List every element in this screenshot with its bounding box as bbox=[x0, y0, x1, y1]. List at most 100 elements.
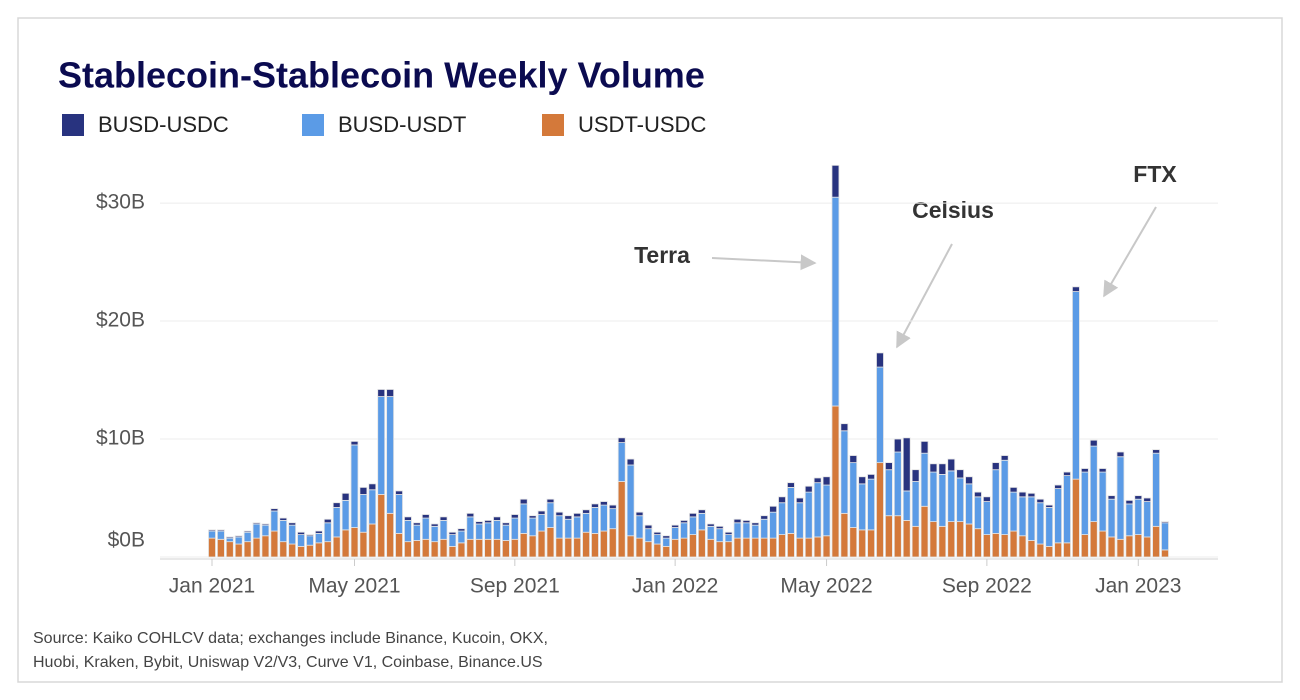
bar-segment bbox=[608, 508, 617, 530]
bar-segment bbox=[306, 535, 314, 546]
bar-segment bbox=[724, 541, 733, 558]
bar-segment bbox=[546, 527, 555, 558]
bar-segment bbox=[555, 515, 564, 539]
bar-segment bbox=[626, 458, 635, 466]
bar-segment bbox=[261, 535, 270, 558]
bar-segment bbox=[1143, 501, 1152, 538]
bar-segment bbox=[929, 521, 938, 558]
bar-segment bbox=[537, 514, 546, 532]
bar-segment bbox=[876, 366, 884, 464]
bar-segment bbox=[644, 524, 653, 530]
bar-segment bbox=[956, 469, 965, 479]
bar-segment bbox=[1080, 468, 1089, 473]
bar-segment bbox=[288, 543, 297, 558]
bar-segment bbox=[573, 516, 582, 539]
bar-segment bbox=[671, 538, 680, 558]
bar-segment bbox=[760, 537, 769, 558]
bar-segment bbox=[858, 483, 867, 531]
bar-segment bbox=[982, 534, 991, 558]
bar-segment bbox=[288, 524, 297, 545]
bar-segment bbox=[395, 533, 403, 558]
x-tick-label: Jan 2023 bbox=[1095, 575, 1181, 598]
bar-segment bbox=[377, 389, 386, 397]
bar-segment bbox=[323, 541, 332, 558]
bar-segment bbox=[537, 510, 546, 515]
bar-segment bbox=[404, 520, 412, 543]
bar-segment bbox=[1054, 542, 1063, 558]
bar-segment bbox=[439, 520, 448, 540]
annotation: FTX bbox=[1133, 161, 1177, 187]
bar-segment bbox=[484, 522, 493, 540]
bar-segment bbox=[1018, 535, 1027, 558]
bar-segment bbox=[368, 489, 377, 525]
bar-segment bbox=[502, 524, 510, 541]
bar-segment bbox=[341, 492, 350, 501]
bar-segment bbox=[662, 545, 671, 558]
bar-segment bbox=[608, 504, 617, 510]
bar-segment bbox=[1098, 468, 1107, 473]
bar-segment bbox=[991, 533, 1000, 558]
bar-segment bbox=[421, 514, 430, 519]
bar-segment bbox=[332, 536, 341, 558]
bar-segment bbox=[911, 481, 920, 527]
bar-segment bbox=[1152, 449, 1160, 454]
bar-segment bbox=[787, 486, 795, 534]
bar-segment bbox=[306, 534, 314, 537]
legend-label: USDT-USDC bbox=[578, 112, 706, 137]
card bbox=[17, 17, 1283, 683]
bar-segment bbox=[1143, 497, 1152, 502]
bar-segment bbox=[982, 496, 991, 502]
bar-segment bbox=[787, 533, 795, 558]
bar-segment bbox=[680, 537, 688, 558]
bar-segment bbox=[804, 491, 813, 539]
bar-segment bbox=[1045, 507, 1054, 547]
bar-segment bbox=[1018, 491, 1027, 498]
bar-segment bbox=[510, 514, 519, 519]
bar-segment bbox=[1027, 496, 1036, 541]
bar-segment bbox=[297, 531, 305, 535]
source-note: Huobi, Kraken, Bybit, Uniswap V2/V3, Cur… bbox=[33, 654, 543, 671]
bar-segment bbox=[822, 484, 831, 537]
bar-segment bbox=[573, 512, 582, 518]
bar-segment bbox=[208, 537, 216, 558]
bar-segment bbox=[225, 537, 234, 543]
bar-segment bbox=[884, 469, 893, 517]
bar-segment bbox=[813, 477, 822, 484]
bar-segment bbox=[697, 509, 706, 514]
bar-segment bbox=[813, 482, 822, 538]
bar-segment bbox=[795, 497, 804, 504]
bar-segment bbox=[795, 502, 804, 539]
bar-segment bbox=[279, 517, 288, 521]
bar-segment bbox=[982, 501, 991, 535]
bar-segment bbox=[653, 534, 662, 545]
bar-segment bbox=[261, 524, 270, 537]
annotation-arrow bbox=[1103, 206, 1157, 298]
bar-segment bbox=[430, 523, 439, 527]
bar-segment bbox=[217, 529, 225, 532]
chart-title: Stablecoin-Stablecoin Weekly Volume bbox=[58, 55, 705, 96]
bar-segment bbox=[1116, 456, 1125, 540]
bar-segment bbox=[314, 530, 323, 534]
annotation-arrow bbox=[896, 243, 953, 349]
source-note: Source: Kaiko COHLCV data; exchanges inc… bbox=[33, 630, 548, 647]
bar-segment bbox=[858, 476, 867, 485]
bar-segment bbox=[1018, 496, 1027, 537]
bar-segment bbox=[1063, 542, 1071, 558]
bar-segment bbox=[893, 438, 902, 453]
bar-segment bbox=[947, 521, 956, 558]
bar-segment bbox=[1089, 521, 1098, 558]
bar-segment bbox=[421, 517, 430, 540]
bar-segment bbox=[697, 529, 706, 558]
bar-segment bbox=[787, 482, 795, 488]
bar-segment bbox=[1116, 538, 1125, 558]
bar-segment bbox=[742, 520, 751, 524]
annotation: Celsius bbox=[912, 197, 994, 223]
bar-segment bbox=[466, 512, 475, 518]
y-tick-label: $20B bbox=[96, 309, 145, 332]
bar-segment bbox=[840, 423, 849, 432]
bar-segment bbox=[662, 535, 671, 539]
bar-segment bbox=[599, 504, 608, 532]
bar-segment bbox=[457, 530, 466, 544]
legend-swatch bbox=[302, 114, 324, 136]
bar-segment bbox=[430, 525, 439, 543]
